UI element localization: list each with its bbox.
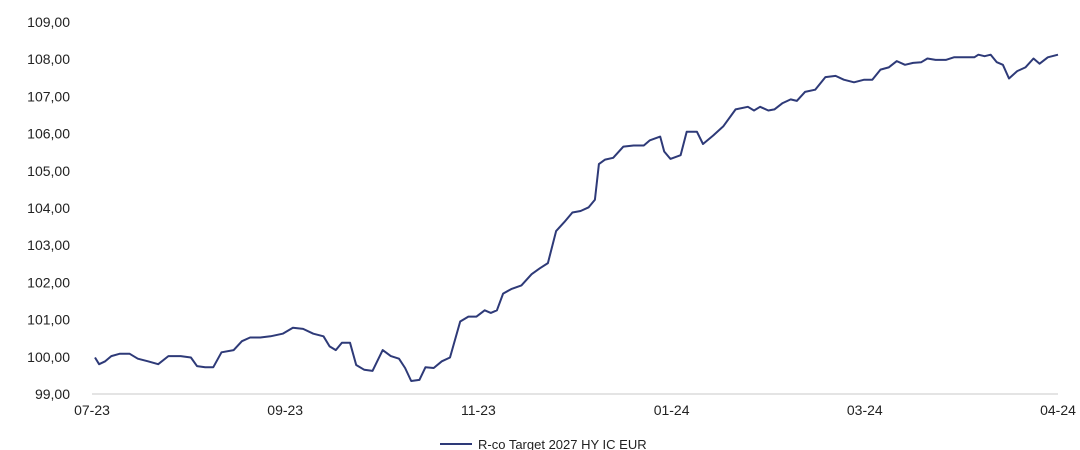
series-line (94, 53, 1059, 382)
y-tick-label: 101,00 (27, 312, 70, 328)
y-tick-label: 99,00 (35, 386, 70, 402)
x-tick-label: 04-24 (1040, 402, 1076, 418)
y-tick-label: 104,00 (27, 200, 70, 216)
y-tick-label: 109,00 (27, 14, 70, 30)
x-tick-label: 07-23 (74, 402, 110, 418)
y-tick-label: 107,00 (27, 88, 70, 104)
x-axis-labels: 07-23 09-23 11-23 01-24 03-24 04-24 (74, 402, 1076, 418)
x-tick-label: 01-24 (654, 402, 690, 418)
x-tick-label: 09-23 (267, 402, 303, 418)
y-tick-label: 108,00 (27, 51, 70, 67)
y-tick-label: 102,00 (27, 274, 70, 290)
x-tick-label: 03-24 (847, 402, 883, 418)
legend: R-co Target 2027 HY IC EUR (440, 437, 647, 450)
y-tick-label: 103,00 (27, 237, 70, 253)
y-tick-label: 106,00 (27, 126, 70, 142)
y-axis-labels: 99,00 100,00 101,00 102,00 103,00 104,00 105,0… (27, 14, 70, 402)
y-tick-label: 105,00 (27, 163, 70, 179)
legend-label: R-co Target 2027 HY IC EUR (478, 437, 647, 450)
series-layer (94, 53, 1059, 382)
y-tick-label: 100,00 (27, 349, 70, 365)
x-tick-label: 11-23 (461, 402, 496, 418)
